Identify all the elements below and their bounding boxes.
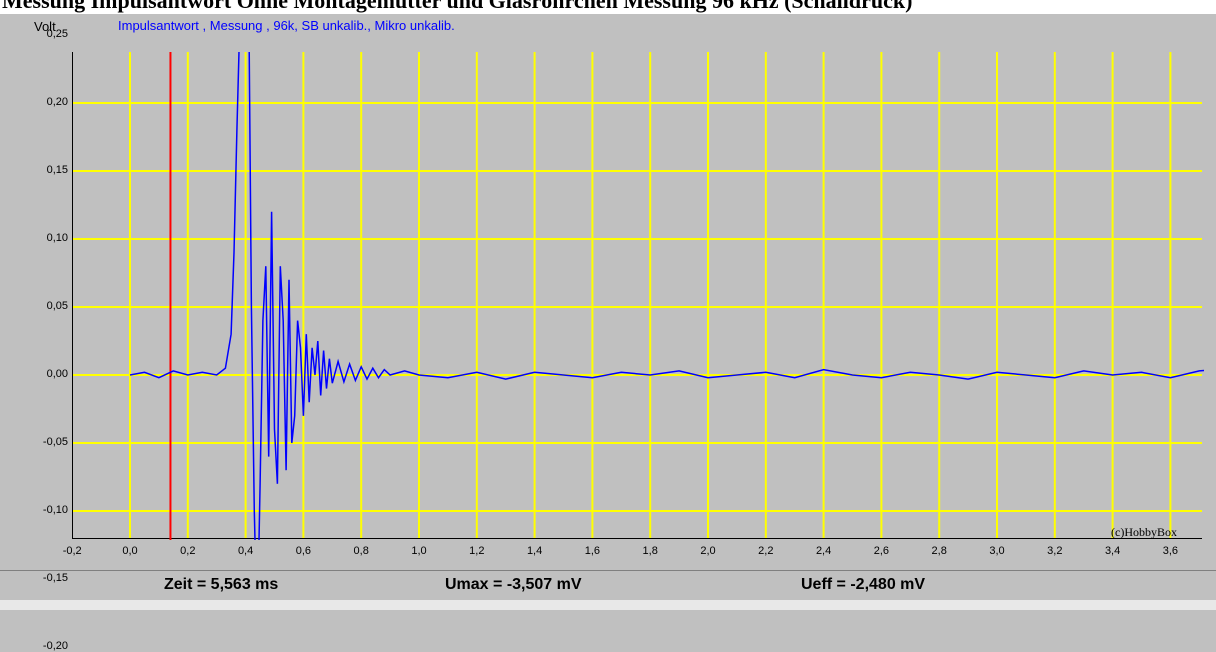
y-tick-label: 0,20 bbox=[46, 96, 68, 108]
y-tick-label: -0,15 bbox=[42, 572, 68, 584]
x-tick-label: 0,2 bbox=[180, 545, 196, 557]
y-tick-label: 0,05 bbox=[46, 300, 68, 312]
x-tick-label: 0,8 bbox=[353, 545, 369, 557]
x-tick-label: 3,4 bbox=[1104, 545, 1121, 557]
x-tick-label: 1,2 bbox=[469, 545, 485, 557]
y-tick-label: 0,15 bbox=[46, 164, 68, 176]
y-tick-label: 0,10 bbox=[46, 232, 68, 244]
x-tick-label: 2,0 bbox=[700, 545, 716, 557]
watermark-text: (c)HobbyBox bbox=[1111, 525, 1177, 539]
y-tick-label: 0,00 bbox=[46, 368, 68, 380]
window-heading: Messung Impulsantwort Ohne Montagemutter… bbox=[0, 0, 1216, 14]
x-tick-label: 3,0 bbox=[989, 545, 1005, 557]
y-tick-label: -0,05 bbox=[42, 436, 68, 448]
x-tick-label: 2,2 bbox=[758, 545, 774, 557]
status-footer bbox=[0, 600, 1216, 610]
x-tick-label: 1,8 bbox=[642, 545, 658, 557]
x-tick-label: 2,8 bbox=[931, 545, 947, 557]
x-tick-label: -0,2 bbox=[62, 545, 82, 557]
x-tick-label: 3,6 bbox=[1162, 545, 1179, 557]
x-tick-label: 2,4 bbox=[815, 545, 832, 557]
x-tick-label: 0,4 bbox=[237, 545, 254, 557]
status-bar: Zeit = 5,563 ms Umax = -3,507 mV Ueff = … bbox=[0, 570, 1216, 602]
plot-area[interactable] bbox=[72, 52, 1204, 540]
y-tick-label: 0,25 bbox=[46, 28, 68, 40]
x-tick-label: 1,0 bbox=[411, 545, 427, 557]
chart-title: Impulsantwort , Messung , 96k, SB unkali… bbox=[118, 18, 455, 33]
x-tick-label: 0,0 bbox=[122, 545, 138, 557]
x-tick-label: 2,6 bbox=[873, 545, 890, 557]
x-tick-label: 0,6 bbox=[295, 545, 312, 557]
x-tick-label: 1,4 bbox=[526, 545, 543, 557]
impulse-response-chart[interactable] bbox=[72, 52, 1204, 540]
x-tick-label: 3,2 bbox=[1047, 545, 1063, 557]
y-tick-label: -0,10 bbox=[42, 504, 68, 516]
series-line bbox=[129, 52, 1204, 540]
y-tick-label: -0,20 bbox=[42, 640, 68, 652]
status-zeit: Zeit = 5,563 ms bbox=[164, 576, 279, 593]
status-umax: Umax = -3,507 mV bbox=[445, 576, 582, 593]
y-axis-label: Volt bbox=[34, 19, 56, 34]
status-ueff: Ueff = -2,480 mV bbox=[801, 576, 926, 593]
x-tick-label: 1,6 bbox=[584, 545, 601, 557]
